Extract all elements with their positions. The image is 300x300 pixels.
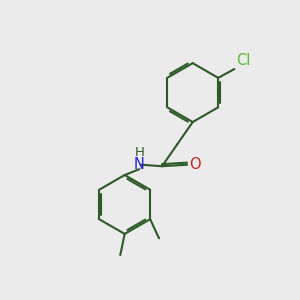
Text: O: O: [190, 157, 201, 172]
Text: H: H: [134, 146, 144, 159]
Text: Cl: Cl: [236, 52, 250, 68]
Text: N: N: [134, 157, 145, 172]
